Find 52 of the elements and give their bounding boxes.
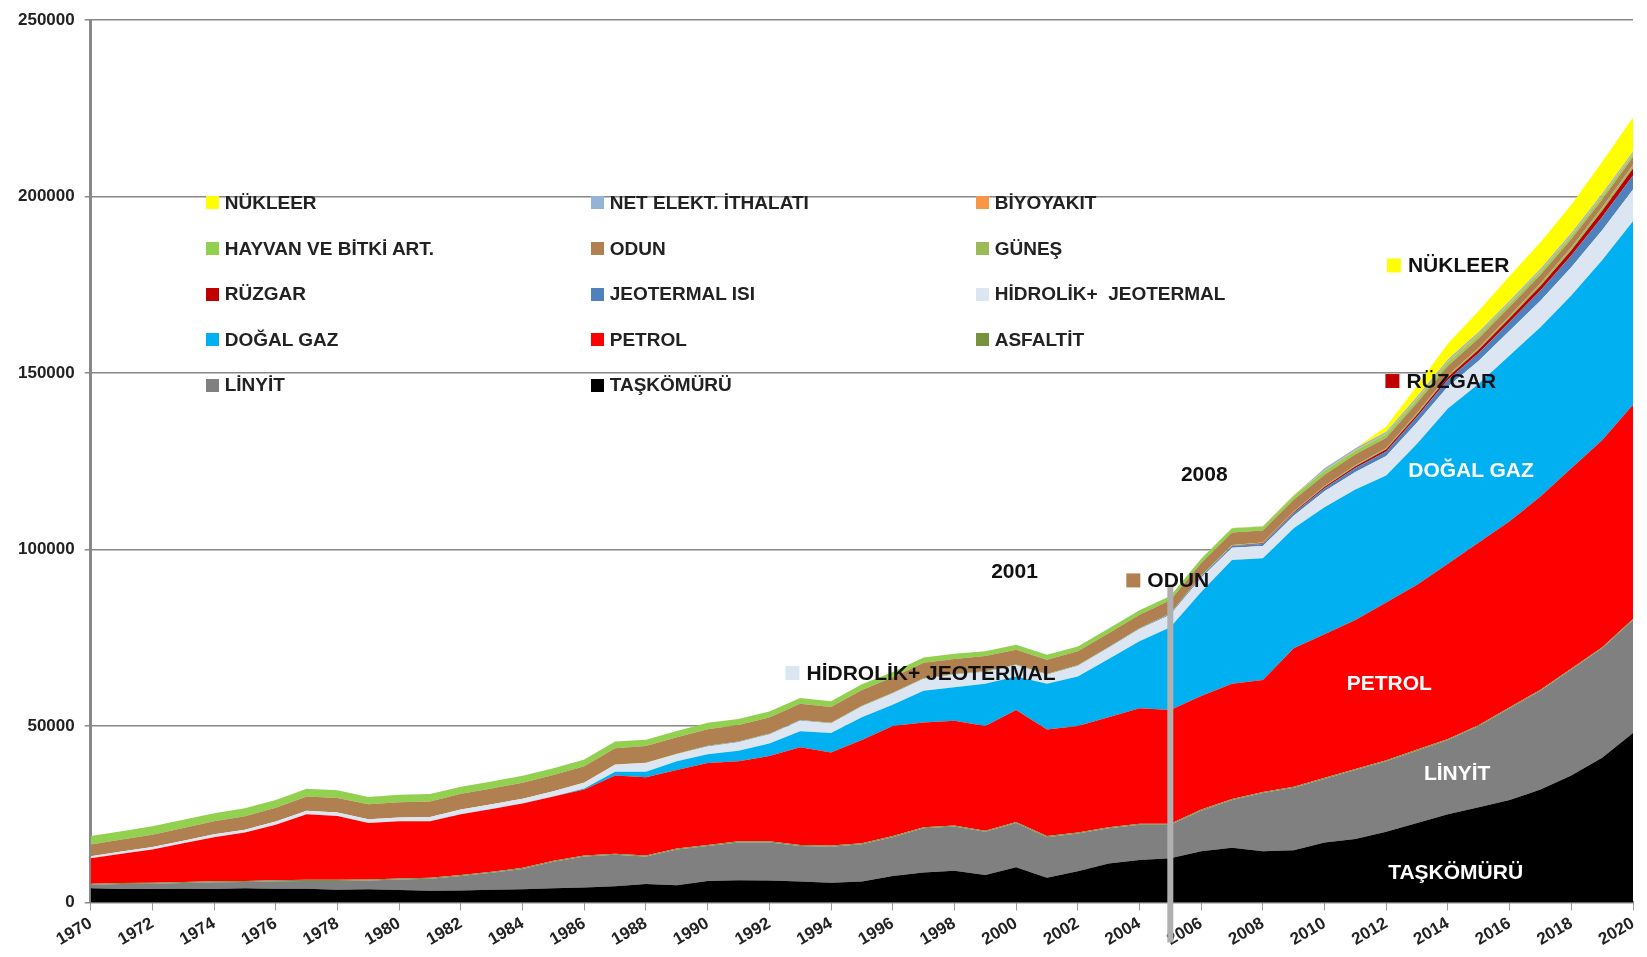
y-tick-label: 250000 <box>17 9 75 29</box>
text: TAŞKÖMÜRÜ <box>1388 860 1524 884</box>
x-tick-label: 1996 <box>854 913 898 949</box>
x-tick-label: 2018 <box>1533 913 1576 949</box>
x-tick-label: 1994 <box>793 913 836 949</box>
legend-label: NÜKLEER <box>1407 253 1510 277</box>
x-tick-label: 2002 <box>1039 913 1083 949</box>
legend-label: TAŞKÖMÜRÜ <box>609 374 732 397</box>
legend-label: BİYOYAKIT <box>994 191 1097 214</box>
x-tick-label: 1976 <box>237 913 281 949</box>
text: LİNYİT <box>1423 761 1491 785</box>
x-tick-label: 2000 <box>978 913 1021 949</box>
x-tick-label: 1992 <box>731 913 774 949</box>
text: NÜKLEER <box>224 191 317 213</box>
y-tick-label: 200000 <box>17 186 75 206</box>
legend-label: GÜNEŞ <box>994 237 1063 260</box>
legend-label: DOĞAL GAZ <box>224 328 339 351</box>
x-tick-label: 1986 <box>546 913 589 949</box>
legend-label: PETROL <box>609 328 687 351</box>
x-tick-label: 2010 <box>1286 913 1329 949</box>
y-tick-label: 50000 <box>27 715 75 735</box>
legend-label: JEOTERMAL ISI <box>609 283 756 306</box>
y-tick-label: 100000 <box>17 539 75 559</box>
x-tick-label: 2004 <box>1101 913 1145 949</box>
text: RÜZGAR <box>224 283 306 305</box>
x-tick-label: 1972 <box>114 913 157 949</box>
x-tick-label: 1984 <box>484 913 528 949</box>
x-tick-label: 1970 <box>52 913 96 949</box>
x-tick-label: 1982 <box>422 913 466 949</box>
x-tick-label: 2014 <box>1410 913 1453 949</box>
text: DOĞAL GAZ <box>1408 457 1534 481</box>
y-tick-label: 150000 <box>17 362 75 382</box>
y-tick-label: 0 <box>65 892 75 912</box>
x-tick-label: 2020 <box>1595 913 1638 949</box>
annotation: 2001 <box>991 559 1039 583</box>
x-tick-label: 2008 <box>1224 913 1268 949</box>
text: HİDROLİK+ JEOTERMAL <box>994 283 1226 305</box>
annotation: 2008 <box>1180 462 1228 486</box>
x-tick-label: 1988 <box>608 913 651 949</box>
x-tick-label: 2016 <box>1471 913 1514 949</box>
x-tick-label: 1980 <box>361 913 404 949</box>
legend-label: LİNYİT <box>224 374 285 397</box>
x-tick-label: 2012 <box>1348 913 1391 949</box>
legend-label: NET ELEKT. İTHALATI <box>609 191 809 214</box>
text: PETROL <box>1346 670 1432 694</box>
legend-label: ASFALTİT <box>994 328 1085 351</box>
x-tick-label: 1990 <box>669 913 712 949</box>
x-tick-label: 1978 <box>299 913 342 949</box>
text: ODUN <box>609 237 666 259</box>
x-tick-label: 1974 <box>176 913 219 949</box>
legend-label: HAYVAN VE BİTKİ ART. <box>224 237 435 260</box>
x-tick-label: 1998 <box>916 913 959 949</box>
